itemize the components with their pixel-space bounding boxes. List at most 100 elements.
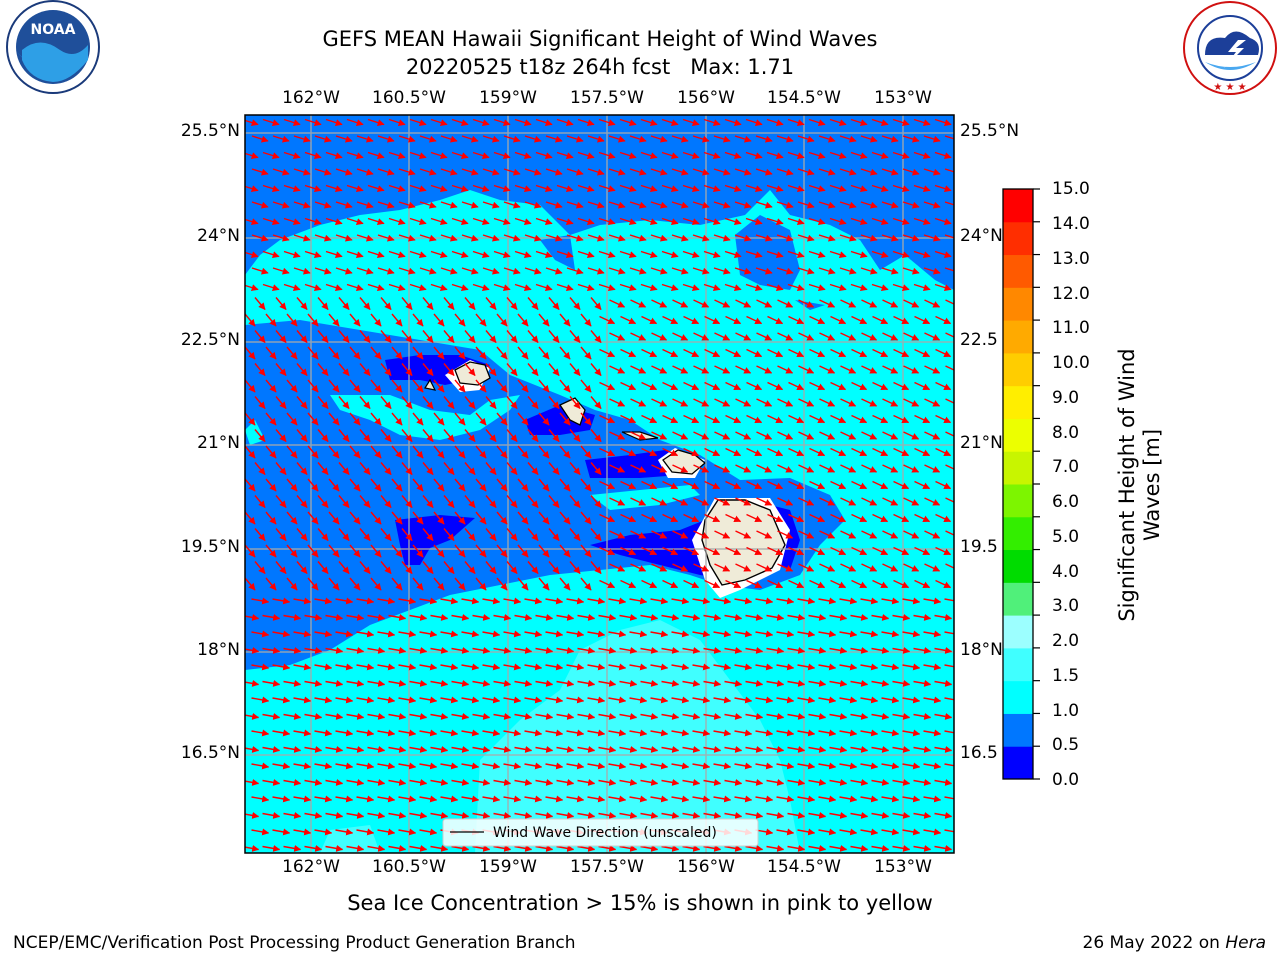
wave-arrow	[380, 429, 392, 443]
wave-arrow	[725, 513, 742, 523]
wave-arrow	[746, 315, 763, 325]
wave-arrow	[433, 379, 445, 393]
wave-arrow	[767, 480, 784, 490]
wave-arrow	[391, 412, 403, 426]
wave-arrow	[349, 412, 361, 426]
wave-arrow	[944, 168, 954, 176]
map-legend: Wind Wave Direction (unscaled)	[442, 818, 759, 847]
wave-arrow	[871, 151, 889, 159]
wave-arrow	[367, 250, 385, 258]
wave-arrow	[902, 135, 920, 143]
wave-arrow	[346, 283, 364, 291]
wave-arrow	[493, 118, 511, 126]
wave-arrow	[704, 348, 721, 358]
wave-arrow	[797, 267, 815, 275]
wave-arrow	[829, 184, 847, 192]
wave-arrow	[903, 497, 920, 506]
wave-arrow	[338, 396, 350, 410]
wave-arrow	[265, 379, 277, 393]
wave-arrow	[296, 429, 308, 443]
wave-arrow	[559, 346, 571, 360]
lat-label-right: 16.5	[960, 743, 998, 763]
wave-arrow	[819, 431, 836, 440]
wave-arrow	[703, 217, 721, 225]
wave-arrow	[798, 464, 815, 473]
wave-arrow	[892, 283, 910, 291]
wave-arrow	[314, 168, 332, 176]
wave-arrow	[861, 365, 878, 374]
wave-arrow	[283, 118, 301, 126]
colorbar-tick-label: 5.0	[1052, 527, 1080, 547]
wave-arrow	[580, 478, 592, 492]
wave-arrow	[454, 445, 466, 459]
wave-arrow	[945, 332, 954, 341]
wave-arrow	[745, 151, 763, 159]
wave-arrow	[338, 429, 350, 443]
wave-arrow	[422, 363, 434, 377]
wave-arrow	[422, 429, 434, 443]
wave-arrow	[850, 283, 868, 291]
wave-arrow	[714, 497, 731, 506]
wave-arrow	[650, 135, 668, 143]
colorbar-segment	[1003, 484, 1033, 518]
wave-arrow	[629, 267, 647, 275]
wave-arrow	[923, 135, 941, 143]
wave-arrow	[662, 480, 679, 490]
wave-arrow	[482, 234, 500, 242]
wave-arrow	[924, 497, 941, 506]
wave-arrow	[461, 201, 479, 209]
wave-arrow	[809, 348, 826, 358]
wave-arrow	[724, 217, 742, 225]
wave-arrow	[451, 250, 469, 258]
wave-arrow	[934, 151, 952, 159]
wave-arrow	[359, 495, 371, 509]
lon-label-top: 153°W	[874, 88, 932, 108]
wave-arrow	[538, 478, 550, 492]
wave-arrow	[307, 313, 319, 327]
wave-arrow	[893, 381, 910, 391]
wave-arrow	[398, 201, 416, 209]
wave-arrow	[262, 184, 280, 192]
wave-arrow	[293, 135, 311, 143]
wave-arrow	[808, 118, 826, 126]
wave-arrow	[338, 330, 350, 344]
wave-arrow	[914, 381, 931, 391]
wave-arrow	[798, 365, 815, 374]
wave-arrow	[872, 480, 889, 490]
wave-arrow	[797, 135, 815, 143]
wave-arrow	[335, 234, 353, 242]
wave-arrow	[412, 346, 424, 360]
wave-arrow	[245, 478, 256, 492]
wave-arrow	[346, 250, 364, 258]
lon-label-bottom: 159°W	[479, 857, 537, 877]
wave-arrow	[482, 135, 500, 143]
wave-arrow	[662, 414, 679, 424]
wave-arrow	[493, 217, 511, 225]
wave-arrow	[630, 464, 647, 473]
wave-arrow	[412, 511, 424, 525]
wave-arrow	[818, 267, 836, 275]
wave-arrow	[808, 250, 826, 258]
lat-label-left: 25.5°N	[180, 121, 240, 141]
wave-arrow	[945, 299, 954, 308]
wave-arrow	[535, 184, 553, 192]
wave-direction-arrows	[245, 118, 954, 852]
wave-arrow	[934, 217, 952, 225]
wave-arrow	[346, 184, 364, 192]
wave-arrow	[527, 429, 539, 443]
wave-arrow	[851, 414, 868, 424]
wave-arrow	[304, 184, 322, 192]
wave-arrow	[725, 414, 742, 424]
wave-arrow	[935, 513, 952, 523]
wave-arrow	[265, 511, 277, 525]
wave-arrow	[419, 201, 437, 209]
wave-arrow	[349, 511, 361, 525]
wave-arrow	[451, 184, 469, 192]
wave-arrow	[245, 412, 256, 426]
wave-arrow	[619, 184, 637, 192]
wave-arrow	[629, 168, 647, 176]
wave-arrow	[787, 151, 805, 159]
wave-arrow	[850, 217, 868, 225]
wave-arrow	[307, 445, 319, 459]
